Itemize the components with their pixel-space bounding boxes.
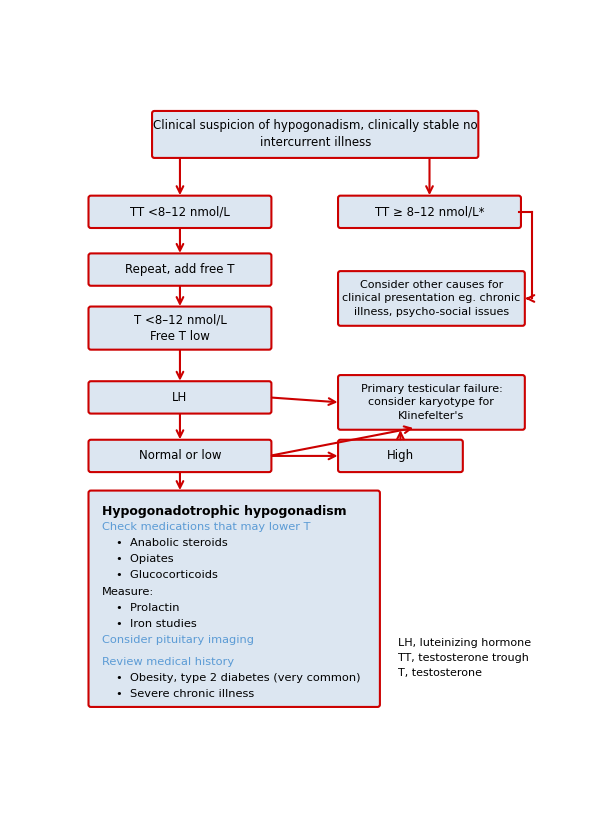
Text: LH, luteinizing hormone
TT, testosterone trough
T, testosterone: LH, luteinizing hormone TT, testosterone… [399,638,531,677]
Text: •  Prolactin: • Prolactin [116,603,179,612]
Text: •  Severe chronic illness: • Severe chronic illness [116,689,254,699]
FancyBboxPatch shape [89,196,271,228]
FancyBboxPatch shape [89,381,271,413]
FancyBboxPatch shape [89,440,271,472]
Text: •  Opiates: • Opiates [116,554,173,565]
FancyBboxPatch shape [89,307,271,349]
Text: High: High [387,450,414,463]
FancyBboxPatch shape [89,253,271,286]
Text: Check medications that may lower T: Check medications that may lower T [101,522,310,532]
Text: •  Iron studies: • Iron studies [116,619,196,629]
Text: Review medical history: Review medical history [101,657,234,667]
Text: TT ≥ 8–12 nmol/L*: TT ≥ 8–12 nmol/L* [375,206,484,219]
Text: •  Anabolic steroids: • Anabolic steroids [116,538,228,548]
Text: T <8–12 nmol/L
Free T low: T <8–12 nmol/L Free T low [133,313,226,343]
FancyBboxPatch shape [338,375,525,430]
FancyBboxPatch shape [338,196,521,228]
Text: LH: LH [172,391,188,404]
FancyBboxPatch shape [152,111,478,158]
Text: Consider other causes for
clinical presentation eg. chronic
illness, psycho-soci: Consider other causes for clinical prese… [343,280,520,316]
Text: Hypogonadotrophic hypogonadism: Hypogonadotrophic hypogonadism [101,506,346,518]
Text: Normal or low: Normal or low [139,450,221,463]
Text: Repeat, add free T: Repeat, add free T [125,263,235,276]
Text: Measure:: Measure: [101,587,154,597]
Text: Clinical suspicion of hypogonadism, clinically stable no
intercurrent illness: Clinical suspicion of hypogonadism, clin… [153,119,477,150]
Text: Consider pituitary imaging: Consider pituitary imaging [101,635,253,644]
Text: •  Obesity, type 2 diabetes (very common): • Obesity, type 2 diabetes (very common) [116,673,360,683]
Text: Primary testicular failure:
consider karyotype for
Klinefelter's: Primary testicular failure: consider kar… [360,384,502,421]
FancyBboxPatch shape [338,440,463,472]
Text: •  Glucocorticoids: • Glucocorticoids [116,570,218,580]
FancyBboxPatch shape [89,491,380,707]
Text: TT <8–12 nmol/L: TT <8–12 nmol/L [130,206,230,219]
FancyBboxPatch shape [338,271,525,326]
